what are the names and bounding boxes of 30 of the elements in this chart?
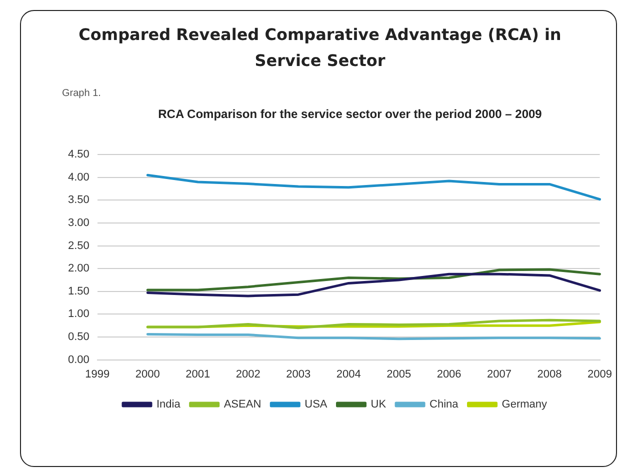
y-tick-label: 1.50 <box>68 285 90 298</box>
x-tick-label: 1999 <box>85 368 110 380</box>
x-tick-label: 2007 <box>487 368 512 380</box>
y-tick-label: 4.00 <box>68 171 90 184</box>
y-tick-label: 0.00 <box>68 354 90 366</box>
x-tick-label: 2002 <box>236 368 260 380</box>
chart-title: Compared Revealed Comparative Advantage (RCA) in Service Sector <box>78 24 562 72</box>
legend-label: Germany <box>502 398 548 411</box>
x-tick-label: 2000 <box>135 368 160 380</box>
y-tick-label: 0.50 <box>68 331 90 344</box>
y-tick-label: 1.00 <box>68 308 90 320</box>
x-tick-label: 2005 <box>386 368 412 380</box>
y-tick-label: 3.00 <box>68 217 90 230</box>
legend-label: USA <box>304 398 328 411</box>
legend-label: China <box>430 398 460 411</box>
x-tick-label: 2003 <box>286 368 311 380</box>
legend-label: India <box>156 398 182 411</box>
x-tick-label: 2009 <box>588 368 612 380</box>
legend-label: ASEAN <box>224 398 262 411</box>
x-tick-label: 2004 <box>336 368 361 380</box>
caption: Graph 1. <box>62 88 101 99</box>
y-tick-label: 2.50 <box>68 240 90 252</box>
y-tick-label: 3.50 <box>68 194 90 206</box>
chart-subtitle: RCA Comparison for the service sector over the period 2000 – 2009 <box>157 106 543 122</box>
x-tick-label: 2008 <box>537 368 562 380</box>
y-tick-label: 4.50 <box>68 148 90 161</box>
x-tick-label: 2001 <box>186 368 210 380</box>
y-tick-label: 2.00 <box>68 262 90 275</box>
x-tick-label: 2006 <box>436 368 462 380</box>
legend-label: UK <box>370 398 387 411</box>
